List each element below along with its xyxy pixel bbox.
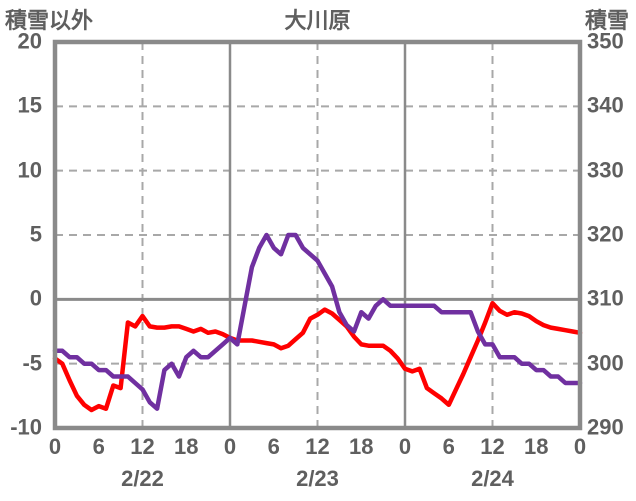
x-axis-hour-label: 12	[130, 434, 155, 459]
left-axis-tick-label: 5	[29, 221, 42, 247]
x-axis-hour-label: 6	[267, 434, 280, 459]
x-axis-hour-label: 18	[524, 434, 549, 459]
plot-frame	[52, 39, 583, 431]
x-axis-day-label: 2/22	[121, 466, 164, 491]
right-axis-tick-label: 310	[587, 285, 624, 311]
x-axis-hour-label: 6	[442, 434, 455, 459]
x-axis-day-label: 2/23	[296, 466, 339, 491]
x-axis-hour-label: 6	[92, 434, 105, 459]
x-axis-day-label: 2/24	[471, 466, 514, 491]
left-axis-tick-label: 10	[17, 157, 42, 183]
x-axis-hour-label: 0	[573, 434, 587, 459]
chart-title: 大川原	[284, 8, 351, 33]
left-axis-tick-label: -5	[22, 350, 42, 376]
left-axis-tick-label: -10	[10, 414, 42, 440]
right-axis-tick-label: 340	[587, 92, 624, 118]
x-axis-hour-label: 0	[48, 434, 62, 459]
right-axis-tick-label: 290	[587, 414, 624, 440]
red-series-line	[52, 300, 583, 413]
x-axis-hour-label: 0	[398, 434, 412, 459]
right-axis-tick-label: 300	[587, 350, 624, 376]
x-axis-hour-label: 12	[480, 434, 505, 459]
left-axis-title: 積雪以外	[5, 8, 94, 33]
x-axis-hour-label: 12	[305, 434, 330, 459]
purple-series-line	[52, 232, 583, 411]
left-axis-tick-label: 0	[29, 285, 42, 311]
right-axis-tick-label: 320	[587, 221, 624, 247]
left-axis-tick-label: 20	[17, 28, 42, 54]
right-axis-tick-label: 350	[587, 28, 624, 54]
x-axis-hour-label: 18	[174, 434, 199, 459]
x-axis-hour-label: 0	[223, 434, 237, 459]
left-axis-tick-label: 15	[17, 92, 42, 118]
right-axis-title: 積雪	[584, 8, 629, 33]
right-axis-tick-label: 330	[587, 157, 624, 183]
x-axis-hour-label: 18	[349, 434, 374, 459]
